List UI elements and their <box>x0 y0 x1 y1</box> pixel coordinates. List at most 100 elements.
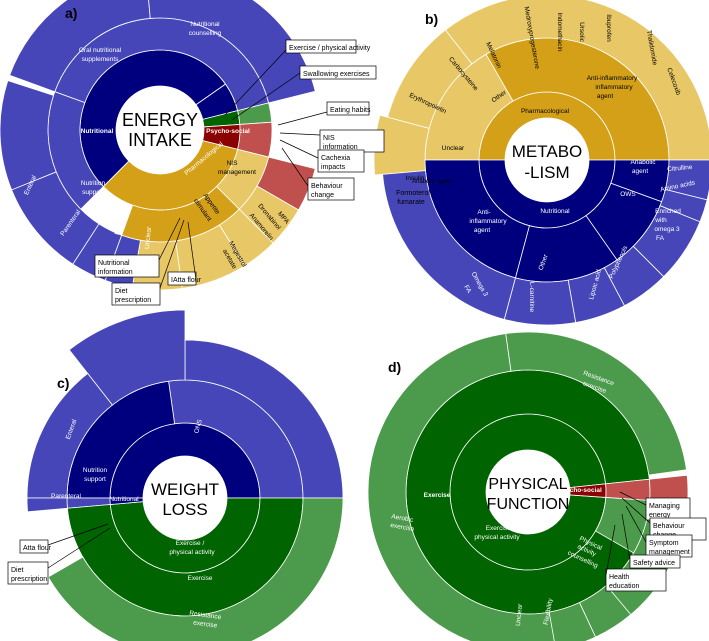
callout-box <box>7 561 49 585</box>
callout-label: energy <box>649 512 671 519</box>
ring3-label: fumarate <box>397 199 425 206</box>
ring3-c-seg <box>47 497 344 641</box>
ring2-label: inflammatory <box>469 218 507 225</box>
ring2-label: NIS <box>227 160 239 167</box>
ring2-label: Nutrition <box>81 180 106 187</box>
ring3-label: FA <box>656 235 665 242</box>
callout-label: NIS <box>323 135 335 142</box>
callout-label: Nutritional <box>98 260 130 267</box>
ring3-label: Indomethacin <box>556 12 563 51</box>
ring3-label: omega 3 <box>654 226 680 233</box>
ring1-label: Nutritional <box>81 128 114 135</box>
callout-leader <box>621 513 631 562</box>
ring3-label: Enriched <box>655 208 681 215</box>
callout-label: Diet <box>11 567 24 574</box>
callout-label: information <box>323 144 358 151</box>
ring2-label: OWS <box>620 191 636 198</box>
ring1-label: Exercise / <box>176 540 205 547</box>
ring3-b-seg <box>373 114 430 176</box>
callout-leader <box>621 497 651 524</box>
callout-label: Health <box>609 574 629 581</box>
callout-box <box>326 101 370 116</box>
panel-a-title-2: INTAKE <box>128 130 192 150</box>
callout-label: Eating habits <box>330 107 371 114</box>
ring3-label: Parenteral <box>51 493 82 500</box>
ring2-label: management <box>218 169 256 176</box>
ring3-d-seg <box>579 584 632 638</box>
ring3-label: Insulin <box>406 175 425 182</box>
panel-a-title-1: ENERGY <box>122 110 198 130</box>
callout-box <box>19 539 49 554</box>
callout-leader <box>281 147 309 187</box>
ring3-label: L-carnitine <box>528 282 535 313</box>
ring1-label: Exercise / <box>486 525 515 532</box>
panel-d-letter: d) <box>388 359 401 375</box>
callout-box <box>317 149 365 173</box>
ring2-label: Anti- <box>477 209 490 216</box>
callout-label: information <box>98 269 133 276</box>
ring3-label: exercise <box>390 522 415 533</box>
panel-b-letter: b) <box>425 11 438 27</box>
callout-label: Swallowing exercises <box>303 71 370 78</box>
ring2-label: Anabolic <box>631 159 657 166</box>
ring3-label: NIS <box>114 223 124 236</box>
ring3-label: exercise <box>193 619 218 629</box>
callout-leader <box>187 221 197 281</box>
ring1-label: physical activity <box>169 549 215 556</box>
panel-c-title-2: LOSS <box>162 500 207 519</box>
ring3-b-seg <box>503 277 577 326</box>
callout-box <box>605 568 667 592</box>
callout-label: prescription <box>115 297 151 304</box>
ring3-label: Flexibility <box>543 597 555 625</box>
callout-box <box>629 554 681 569</box>
callout-label: Atta flour <box>23 545 52 552</box>
ring3-label: Nutritional <box>190 21 220 28</box>
callout-box <box>307 177 355 201</box>
ring3-label: Aerobic <box>391 513 415 524</box>
ring3-label: Ibuprofen <box>605 14 612 42</box>
callout-leader <box>158 217 181 261</box>
callout-leader <box>605 524 616 576</box>
ring1-label: Nutritional <box>109 496 139 503</box>
callout-label: Cachexia <box>321 155 350 162</box>
ring3-label: Oral nutritional <box>79 47 122 54</box>
ring3-label: Unclear <box>144 226 153 250</box>
ring3-label: with <box>654 217 667 224</box>
ring2-label: agent <box>474 227 490 234</box>
callout-label: Safety advice <box>633 560 675 567</box>
ring1-label: physical activity <box>474 534 520 541</box>
ring2-label: ONS <box>193 418 204 434</box>
callout-leader <box>224 49 287 116</box>
panel-c-letter: c) <box>57 375 69 391</box>
ring3-a-seg <box>9 0 151 93</box>
callout-leader <box>625 505 647 543</box>
ring1-label: Psycho-social <box>206 128 250 135</box>
ring2-label: agent <box>597 93 613 100</box>
panel-c-title-1: WEIGHT <box>151 480 219 499</box>
ring3-label: Formoterol <box>396 190 430 197</box>
ring3-label: FA <box>462 284 472 295</box>
callout-box <box>94 254 160 278</box>
callout-leader <box>231 72 301 121</box>
panel-b-title-1: METABO <box>512 142 583 161</box>
ring2-label: Anti-inflammatory <box>587 75 638 82</box>
callout-label: management <box>649 549 690 556</box>
callout-label: Symptom <box>649 540 679 547</box>
ring1-label: Pharmacological <box>521 108 570 115</box>
ring3-a-seg <box>148 0 316 104</box>
ring3-label: Ursolic <box>578 22 585 43</box>
callout-label: Behaviour <box>653 523 685 530</box>
callout-label: prescription <box>11 576 47 583</box>
ring3-label: counselling <box>189 30 222 37</box>
panel-b-title-2: -LISM <box>524 163 569 182</box>
callout-leader <box>277 111 328 126</box>
ring3-c-seg <box>26 372 113 499</box>
callout-leader <box>159 219 185 289</box>
panel-b-center <box>505 118 589 202</box>
callout-leader <box>47 527 111 569</box>
ring1-label: Unclear <box>442 145 465 152</box>
ring2-label: inflammatory <box>595 84 633 91</box>
callout-box <box>299 65 377 80</box>
ring3-label: Resistance <box>189 610 222 621</box>
